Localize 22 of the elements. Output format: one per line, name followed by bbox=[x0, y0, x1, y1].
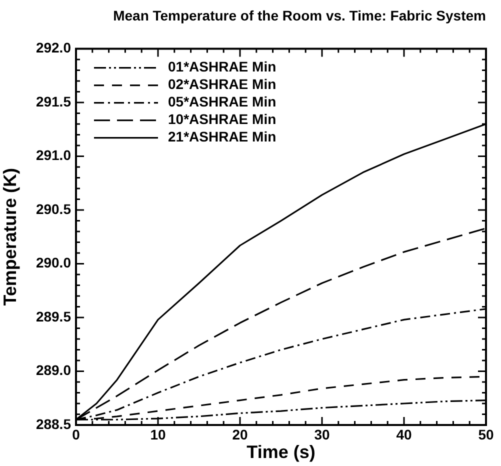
legend-label: 01*ASHRAE Min bbox=[168, 58, 276, 75]
y-tick-label: 289.5 bbox=[36, 308, 72, 324]
x-tick-label: 0 bbox=[72, 426, 80, 442]
legend-label: 21*ASHRAE Min bbox=[168, 128, 276, 145]
y-tick-label: 290.5 bbox=[36, 200, 72, 217]
chart-title: Mean Temperature of the Room vs. Time: Fabric System bbox=[113, 7, 486, 24]
y-tick-label: 288.5 bbox=[36, 416, 72, 432]
legend-label: 05*ASHRAE Min bbox=[168, 94, 276, 110]
x-tick-label: 30 bbox=[314, 426, 330, 442]
x-tick-label: 40 bbox=[396, 426, 412, 442]
y-tick-label: 292.0 bbox=[36, 40, 72, 56]
y-tick-label: 289.0 bbox=[36, 362, 72, 378]
x-tick-label: 50 bbox=[478, 426, 494, 442]
x-tick-label: 20 bbox=[232, 426, 248, 442]
y-tick-label: 291.5 bbox=[36, 93, 72, 110]
legend-label: 02*ASHRAE Min bbox=[168, 76, 276, 92]
y-axis-title: Temperature (K) bbox=[0, 168, 20, 306]
y-tick-label: 290.0 bbox=[36, 254, 72, 271]
x-axis-title: Time (s) bbox=[246, 442, 316, 462]
x-tick-label: 10 bbox=[150, 426, 166, 442]
y-tick-label: 291.0 bbox=[36, 147, 72, 164]
legend-label: 10*ASHRAE Min bbox=[168, 111, 276, 128]
